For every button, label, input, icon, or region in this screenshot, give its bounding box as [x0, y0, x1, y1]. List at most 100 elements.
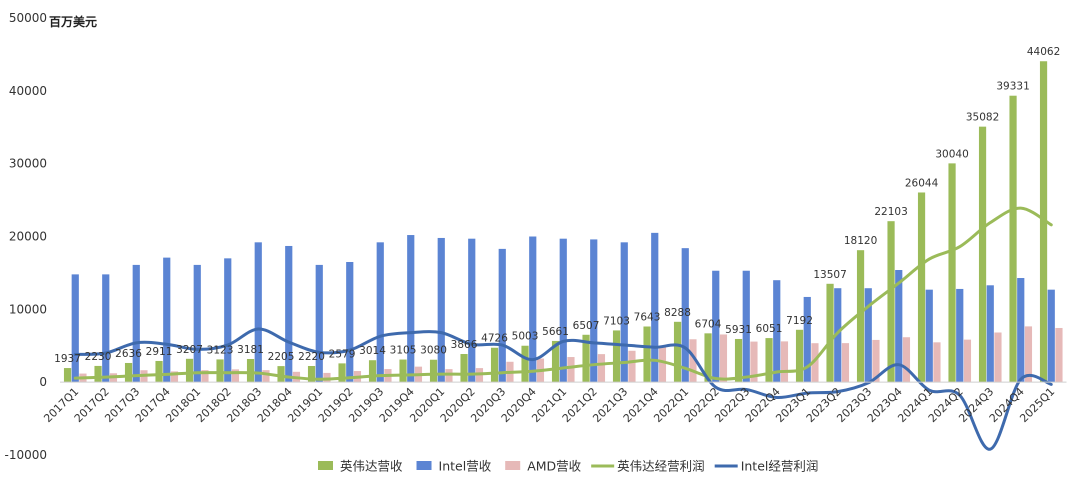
bar [803, 296, 811, 383]
data-label: 3123 [207, 344, 234, 356]
legend-swatch [505, 461, 521, 470]
data-label: 7192 [786, 315, 813, 327]
bar [285, 245, 293, 383]
data-label: 6051 [756, 323, 783, 335]
data-label: 8288 [664, 307, 691, 319]
legend-swatch [416, 461, 432, 470]
bar [445, 369, 453, 383]
data-label: 6704 [695, 318, 722, 330]
data-label: 2636 [115, 348, 142, 360]
bar [597, 354, 606, 383]
data-label: 7643 [634, 312, 661, 324]
bar [719, 334, 728, 383]
y-tick-label: -10000 [4, 448, 47, 462]
bar [346, 261, 354, 383]
data-label: 3181 [237, 344, 264, 356]
bar [1039, 61, 1048, 383]
bar [948, 163, 956, 383]
bar [323, 372, 331, 383]
bar [437, 237, 445, 383]
data-label: 30040 [935, 148, 968, 160]
bar [170, 371, 179, 383]
bar [399, 359, 407, 383]
bar [155, 360, 163, 383]
bar [826, 283, 834, 383]
data-label: 4726 [481, 333, 508, 345]
bar [224, 258, 232, 383]
bar [63, 368, 72, 383]
bar [1017, 278, 1025, 383]
bar [521, 345, 529, 383]
bar [681, 248, 689, 383]
y-tick-label: 40000 [9, 84, 47, 98]
data-label: 5931 [725, 324, 752, 336]
bar [590, 239, 598, 383]
data-label: 3105 [390, 345, 417, 357]
bar [254, 242, 262, 383]
bar [559, 238, 567, 383]
bar [612, 330, 621, 383]
bar [490, 347, 499, 383]
bar [841, 343, 850, 383]
bar [551, 340, 560, 383]
bar [704, 333, 712, 383]
y-tick-label: 30000 [9, 157, 47, 171]
bar [407, 235, 415, 383]
bar [307, 365, 316, 383]
bar [582, 334, 590, 383]
y-tick-label: 0 [39, 375, 47, 389]
bar [315, 264, 323, 383]
bar [102, 274, 110, 383]
data-label: 5003 [512, 331, 539, 343]
bar [185, 358, 194, 383]
legend-label: AMD营收 [527, 459, 581, 474]
bar [994, 332, 1002, 383]
bar [673, 321, 682, 383]
bar [193, 264, 201, 383]
bar [811, 343, 819, 383]
bar [94, 365, 102, 383]
bar [368, 360, 377, 383]
legend-label: Intel经营利润 [741, 459, 819, 474]
bar [529, 236, 537, 383]
bar [933, 342, 941, 383]
data-label: 26044 [905, 177, 939, 189]
bar [498, 248, 506, 383]
bar [262, 370, 270, 383]
bar [963, 339, 972, 383]
bar [429, 359, 438, 383]
bar [620, 242, 628, 383]
bar [1055, 327, 1063, 383]
bar [742, 270, 750, 383]
bar [231, 369, 240, 383]
bar [765, 338, 773, 383]
y-tick-label: 20000 [9, 230, 47, 244]
bar [978, 126, 987, 383]
bar [864, 288, 872, 383]
bar [986, 285, 994, 383]
data-label: 3207 [176, 344, 203, 356]
data-label: 7103 [603, 315, 630, 327]
bar [338, 363, 346, 383]
bar [773, 280, 781, 383]
bar [734, 338, 743, 383]
data-label: 44062 [1027, 46, 1060, 58]
data-label: 3080 [420, 345, 447, 357]
bar [895, 270, 903, 383]
bar [71, 274, 79, 383]
legend-label: 英伟达营收 [340, 459, 403, 474]
data-label: 2579 [329, 348, 356, 360]
x-axis: 2017Q12017Q22017Q32017Q42018Q12018Q22018… [41, 385, 1057, 425]
line-series-path [73, 206, 1053, 381]
bar [201, 370, 209, 383]
bar [1047, 289, 1055, 383]
legend-label: 英伟达经营利润 [617, 459, 705, 474]
bar [750, 341, 758, 383]
bar [628, 350, 636, 383]
legend: 英伟达营收 Intel营收 AMD营收 英伟达经营利润 Intel经营利润 [318, 459, 818, 474]
y-tick-label: 10000 [9, 302, 47, 316]
bar [468, 238, 476, 383]
line-series [73, 206, 1053, 451]
bar [163, 257, 171, 383]
